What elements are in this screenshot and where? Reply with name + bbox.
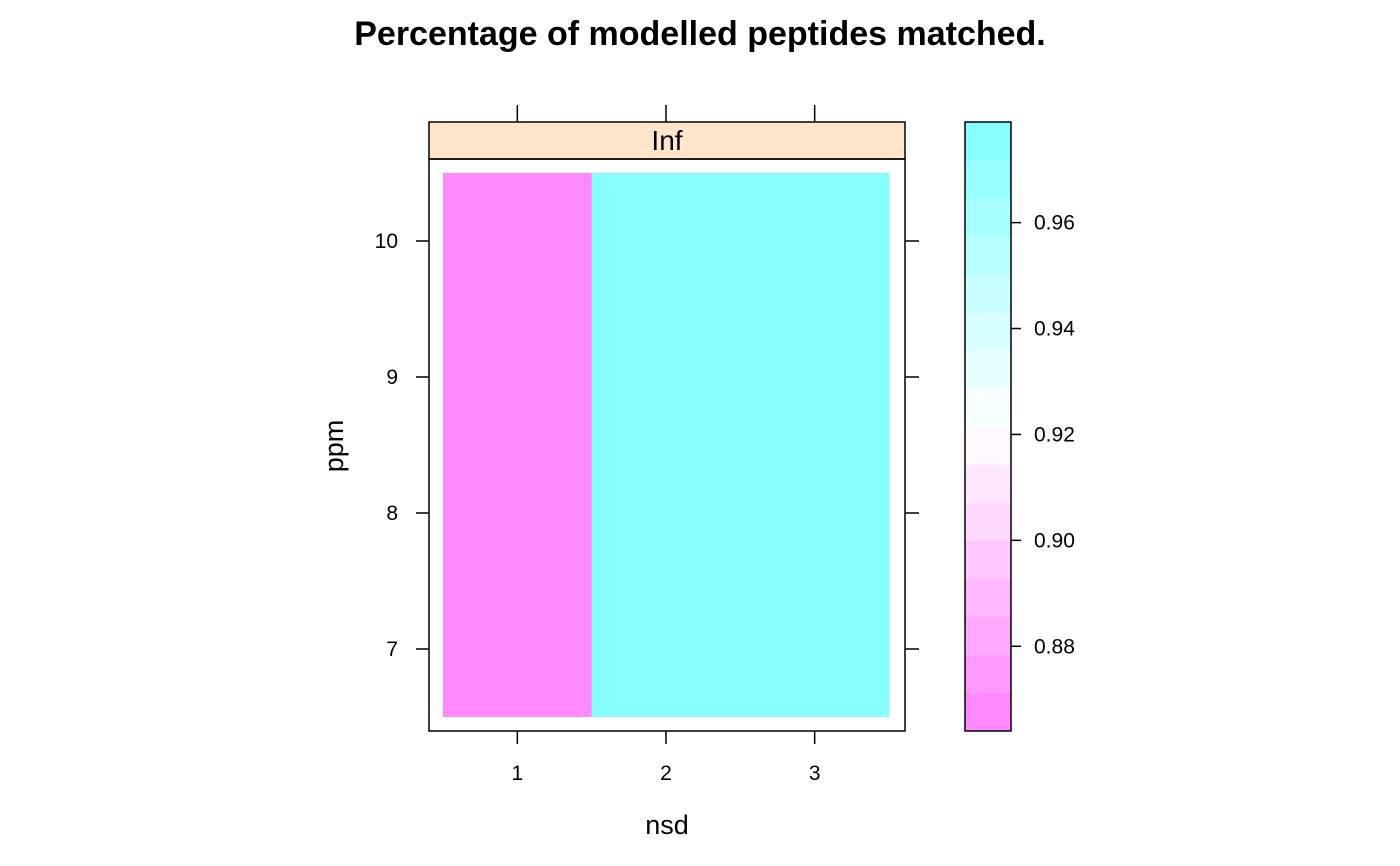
color-key-band-3 [965,616,1011,656]
heatmap-cell-1 [443,173,593,717]
y-tick-label-7: 7 [386,638,398,661]
color-key-label-2: 0.90 [1034,529,1075,552]
panel-strip-label: Inf [651,125,682,156]
x-tick-label-3: 3 [809,762,821,785]
color-key-band-11 [965,312,1011,351]
color-key-band-12 [965,274,1011,313]
chart-title: Percentage of modelled peptides matched. [354,15,1046,53]
y-tick-label-10: 10 [375,230,398,253]
color-key-band-15 [965,160,1011,199]
color-key-label-1: 0.88 [1034,635,1075,658]
color-key-band-5 [965,540,1011,580]
heatmap-cell-2 [591,173,741,717]
color-key-band-2 [965,654,1011,694]
color-key-band-14 [965,198,1011,237]
x-tick-label-1: 1 [511,762,523,785]
y-axis-label: ppm [319,420,349,473]
color-key-frame [964,121,1012,732]
panel-strip [428,121,906,160]
heatmap-cell-3 [740,173,890,717]
heatmap-cells [443,173,890,717]
x-axis-label: nsd [645,810,689,840]
color-key-band-10 [965,350,1011,389]
x-tick-label-2: 2 [660,762,672,785]
color-key-label-4: 0.94 [1034,318,1075,341]
color-key-band-13 [965,236,1011,275]
plot-frame [428,158,906,732]
x-axis: 1 2 3 [511,105,821,785]
color-key-label-5: 0.96 [1034,212,1075,235]
color-key-band-7 [965,464,1011,504]
color-key-band-8 [965,426,1011,466]
color-key-label-3: 0.92 [1034,423,1075,446]
y-tick-label-8: 8 [386,502,398,525]
color-key-band-4 [965,578,1011,618]
y-axis: 7 8 9 10 [375,230,919,661]
color-key: 0.88 0.90 0.92 0.94 0.96 [964,121,1075,732]
color-key-band-16 [965,122,1011,161]
color-key-band-1 [965,692,1011,732]
y-tick-label-9: 9 [386,366,398,389]
color-key-band-9 [965,388,1011,427]
color-key-band-6 [965,502,1011,542]
